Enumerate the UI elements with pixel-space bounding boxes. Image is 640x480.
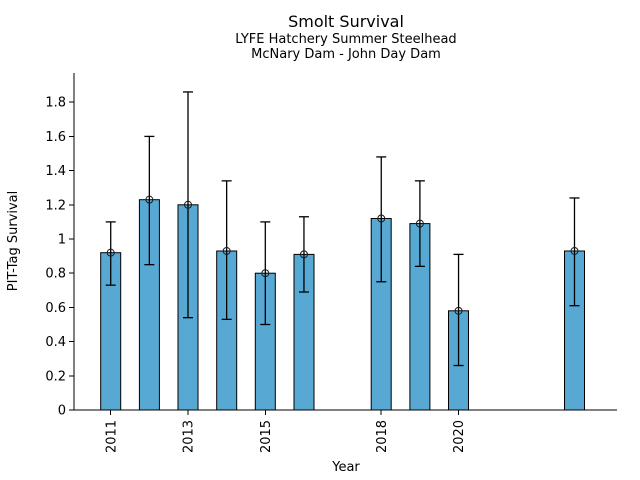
y-tick-label: 1.6 <box>45 130 66 145</box>
error-bar-2018 <box>376 156 387 283</box>
error-bar-2016 <box>298 216 309 293</box>
point-marker-2016 <box>299 250 308 259</box>
y-tick-label: 1.2 <box>45 198 66 213</box>
axes-layer <box>69 73 617 415</box>
error-bars-layer <box>105 91 580 367</box>
y-tick-label: 1.8 <box>45 96 66 111</box>
tick-labels-layer: 0 0.2 0.4 0.6 0.8 1 1.2 1.4 1.6 1.8 2011 2013 2015 20… <box>45 96 467 453</box>
y-tick-label: 0.4 <box>45 335 66 350</box>
point-marker-2014 <box>222 246 231 255</box>
bars-layer <box>100 199 585 411</box>
x-tick-label: 2018 <box>375 420 390 453</box>
x-axis-label: Year <box>331 460 360 475</box>
y-tick-label: 0.8 <box>45 267 66 282</box>
chart-title: Smolt Survival <box>288 12 404 31</box>
chart-subtitle-line2: McNary Dam - John Day Dam <box>251 47 441 62</box>
x-tick-label: 2020 <box>452 420 467 453</box>
point-marker-2018 <box>377 214 386 223</box>
error-bar-2012 <box>144 135 155 266</box>
chart-subtitle-line1: LYFE Hatchery Summer Steelhead <box>235 32 456 47</box>
point-marker-2019 <box>415 219 424 228</box>
error-bar-2011 <box>105 221 116 286</box>
point-marker-2023 <box>570 246 579 255</box>
error-bar-2019 <box>414 180 425 268</box>
y-axis-label: PIT-Tag Survival <box>6 191 21 291</box>
point-marker-2011 <box>106 248 115 257</box>
error-bar-2023 <box>569 197 580 307</box>
error-bar-2020 <box>453 253 464 367</box>
y-tick-label: 0 <box>58 404 66 419</box>
markers-layer <box>106 195 579 315</box>
x-tick-label: 2013 <box>182 420 197 453</box>
y-tick-label: 1.4 <box>45 164 66 179</box>
error-bar-2014 <box>221 180 232 321</box>
x-tick-label: 2011 <box>104 420 119 453</box>
error-bar-2013 <box>183 91 194 319</box>
point-marker-2020 <box>454 306 463 315</box>
y-tick-label: 0.6 <box>45 301 66 316</box>
point-marker-2015 <box>261 269 270 278</box>
y-tick-label: 1 <box>58 233 66 248</box>
x-tick-label: 2015 <box>259 420 274 453</box>
point-marker-2013 <box>184 200 193 209</box>
point-marker-2012 <box>145 195 154 204</box>
y-tick-label: 0.2 <box>45 369 66 384</box>
error-bar-2015 <box>260 221 271 326</box>
